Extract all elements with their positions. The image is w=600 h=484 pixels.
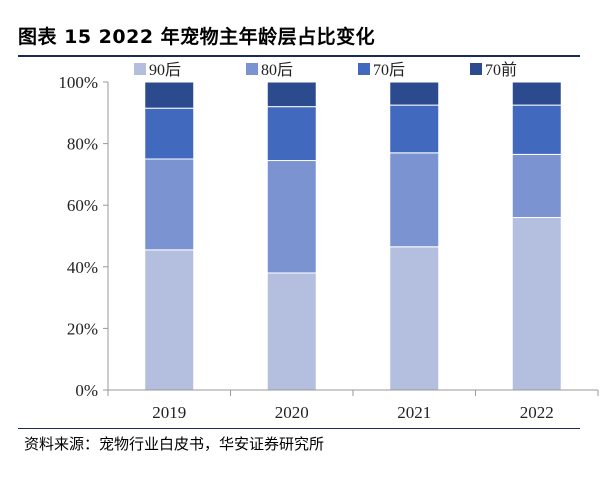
source-rule bbox=[18, 428, 580, 429]
bar-segment-2021-70后 bbox=[389, 104, 440, 154]
bar-segment-2019-70前 bbox=[144, 81, 195, 109]
x-axis: 2019 2020 2021 2022 bbox=[107, 389, 599, 422]
legend: 90后 80后 70后 70前 bbox=[134, 61, 517, 79]
title-rule bbox=[18, 55, 580, 57]
y-tick-label: 60% bbox=[67, 196, 98, 215]
legend-label: 70前 bbox=[485, 61, 517, 79]
x-tick-label: 2020 bbox=[275, 403, 309, 422]
x-tick-label: 2022 bbox=[520, 403, 554, 422]
legend-swatch bbox=[358, 63, 370, 75]
bar-segment-2022-90后 bbox=[511, 217, 562, 391]
bar-segment-2020-70后 bbox=[266, 106, 317, 162]
y-tick-label: 20% bbox=[67, 319, 98, 338]
y-axis: 0% 20% 40% 60% 80% 100% bbox=[58, 73, 109, 400]
bar-segment-2020-70前 bbox=[266, 81, 317, 108]
bar-segment-2020-80后 bbox=[266, 160, 317, 274]
bar-segment-2021-80后 bbox=[389, 152, 440, 248]
x-tick-label: 2021 bbox=[397, 403, 431, 422]
legend-label: 80后 bbox=[261, 61, 293, 79]
bar-segment-2019-90后 bbox=[144, 249, 195, 391]
legend-swatch bbox=[470, 63, 482, 75]
bar-segment-2019-80后 bbox=[144, 158, 195, 251]
y-tick-label: 100% bbox=[58, 73, 98, 92]
y-tick-label: 80% bbox=[67, 135, 98, 154]
bar-segment-2019-70后 bbox=[144, 107, 195, 160]
legend-swatch bbox=[246, 63, 258, 75]
bar-segment-2020-90后 bbox=[266, 272, 317, 391]
bar-segment-2021-90后 bbox=[389, 246, 440, 391]
legend-swatch bbox=[134, 63, 146, 75]
bars bbox=[144, 81, 562, 391]
source-note: 资料来源：宠物行业白皮书，华安证券研究所 bbox=[24, 435, 325, 453]
chart-title: 图表 15 2022 年宠物主年龄层占比变化 bbox=[18, 26, 376, 48]
y-tick-label: 0% bbox=[75, 381, 98, 400]
legend-label: 90后 bbox=[149, 61, 181, 79]
y-tick-label: 40% bbox=[67, 258, 98, 277]
x-tick-label: 2019 bbox=[152, 403, 186, 422]
bar-segment-2022-70前 bbox=[511, 81, 562, 106]
legend-label: 70后 bbox=[373, 61, 405, 79]
bar-segment-2022-70后 bbox=[511, 104, 562, 155]
bar-segment-2022-80后 bbox=[511, 153, 562, 219]
bar-segment-2021-70前 bbox=[389, 81, 440, 106]
